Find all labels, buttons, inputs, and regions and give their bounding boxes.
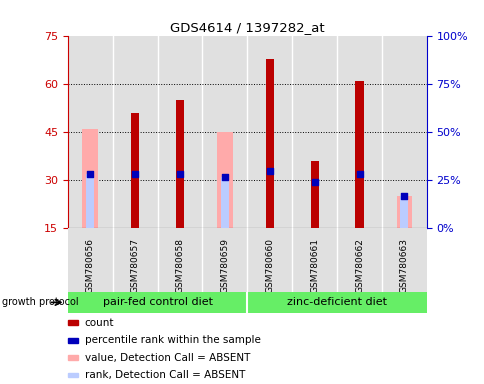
- Bar: [176, 101, 184, 228]
- Point: [86, 171, 94, 177]
- Text: percentile rank within the sample: percentile rank within the sample: [84, 335, 260, 345]
- Text: growth protocol: growth protocol: [2, 297, 79, 308]
- Point: [310, 179, 318, 185]
- Point: [221, 174, 228, 180]
- Bar: [82, 129, 98, 228]
- Point: [265, 168, 273, 174]
- Bar: [68, 338, 78, 343]
- Bar: [86, 174, 94, 228]
- Title: GDS4614 / 1397282_at: GDS4614 / 1397282_at: [170, 21, 324, 34]
- Bar: [265, 59, 273, 228]
- Bar: [399, 197, 408, 228]
- Bar: [310, 161, 318, 228]
- Point: [176, 171, 183, 177]
- Bar: [355, 81, 363, 228]
- Bar: [131, 113, 139, 228]
- Bar: [217, 132, 232, 228]
- Text: pair-fed control diet: pair-fed control diet: [103, 297, 212, 308]
- Text: count: count: [84, 318, 114, 328]
- Bar: [68, 320, 78, 325]
- Bar: [68, 373, 78, 377]
- Text: value, Detection Call = ABSENT: value, Detection Call = ABSENT: [84, 353, 249, 362]
- Point: [355, 171, 363, 177]
- Bar: [68, 355, 78, 360]
- Text: rank, Detection Call = ABSENT: rank, Detection Call = ABSENT: [84, 370, 244, 380]
- Text: zinc-deficient diet: zinc-deficient diet: [287, 297, 386, 308]
- Bar: [220, 177, 228, 228]
- Point: [400, 194, 408, 200]
- Point: [131, 171, 139, 177]
- Bar: [396, 197, 411, 228]
